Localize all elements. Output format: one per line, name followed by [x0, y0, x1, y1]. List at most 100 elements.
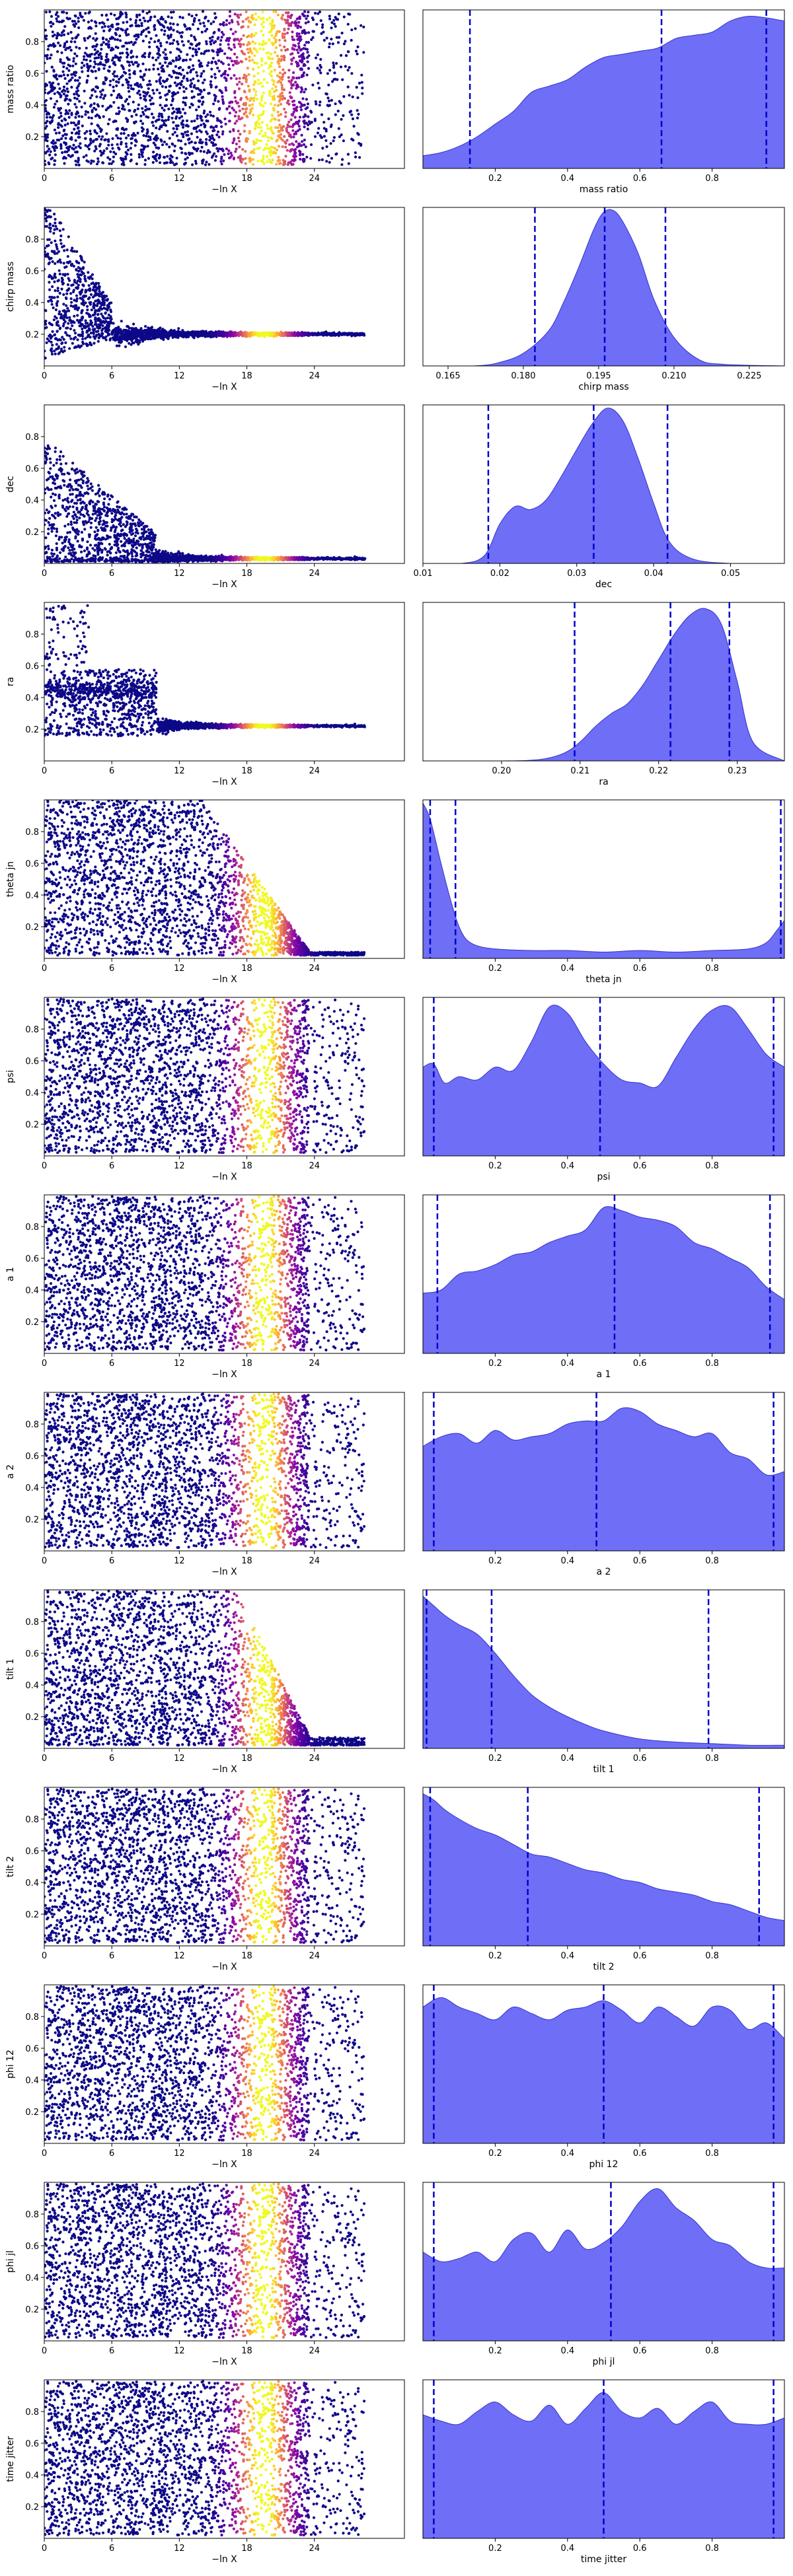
scatter-point [56, 260, 59, 264]
scatter-point [67, 32, 70, 36]
scatter-point [67, 261, 70, 264]
scatter-point [172, 149, 176, 153]
scatter-point [207, 61, 210, 65]
scatter-point [108, 158, 112, 161]
scatter-point [239, 133, 242, 136]
scatter-point [181, 329, 184, 332]
scatter-point [102, 115, 105, 118]
scatter-point [80, 257, 83, 260]
scatter-point [252, 99, 256, 102]
scatter-point [44, 207, 46, 211]
scatter-point [264, 131, 267, 135]
scatter-point [97, 67, 100, 71]
scatter-point [63, 150, 67, 154]
scatter-point [149, 18, 152, 22]
scatter-point [144, 332, 147, 335]
scatter-point [248, 55, 251, 59]
scatter-point [44, 211, 46, 215]
scatter-point [140, 22, 143, 25]
scatter-point [104, 330, 108, 333]
scatter-point [164, 94, 167, 97]
scatter-point [186, 79, 189, 83]
scatter-point [63, 273, 67, 276]
scatter-point [100, 135, 104, 138]
scatter-point [268, 89, 272, 93]
scatter-point [283, 32, 287, 36]
scatter-point [206, 28, 209, 31]
scatter-point [259, 104, 262, 107]
scatter-point [205, 138, 208, 141]
scatter-point [176, 335, 179, 338]
scatter-point [98, 306, 102, 309]
scatter-point [299, 105, 303, 109]
scatter-point [63, 345, 66, 349]
scatter-point [252, 67, 255, 71]
scatter-point [56, 20, 59, 23]
scatter-point [220, 162, 223, 166]
scatter-point [237, 129, 240, 133]
scatter-point [128, 41, 131, 44]
scatter-point [64, 331, 67, 335]
scatter-point [143, 19, 147, 22]
scatter-point [334, 333, 338, 337]
scatter-point [362, 51, 365, 54]
scatter-point [217, 36, 220, 39]
scatter-point [119, 55, 122, 59]
scatter-point [62, 29, 65, 32]
scatter-point [194, 330, 198, 334]
scatter-point [161, 143, 165, 147]
scatter-point [81, 288, 84, 291]
scatter-point [200, 72, 204, 75]
scatter-point [332, 139, 335, 143]
scatter-point [94, 145, 97, 148]
scatter-point [120, 340, 124, 343]
scatter-point [320, 136, 324, 139]
scatter-point [53, 149, 56, 153]
scatter-point [290, 96, 293, 100]
scatter-point [110, 93, 113, 96]
scatter-point [242, 103, 245, 106]
scatter-point [151, 56, 155, 59]
scatter-point [181, 125, 185, 129]
scatter-point [203, 24, 206, 28]
scatter-point [289, 161, 292, 164]
scatter-point [82, 155, 85, 159]
scatter-point [97, 135, 101, 138]
scatter-point [73, 92, 76, 96]
scatter-point [58, 221, 61, 225]
scatter-point [194, 159, 198, 163]
scatter-point [152, 116, 155, 120]
scatter-point [255, 97, 259, 101]
scatter-point [56, 295, 59, 299]
scatter-point [278, 44, 282, 47]
scatter-point [250, 58, 254, 61]
scatter-point [260, 22, 263, 26]
scatter-point [241, 158, 245, 161]
scatter-point [73, 14, 77, 17]
scatter-point [250, 52, 254, 55]
scatter-point [135, 140, 138, 143]
scatter-point [177, 72, 180, 75]
scatter-point [238, 145, 241, 149]
scatter-point [114, 152, 118, 156]
scatter-point [233, 38, 236, 42]
scatter-point [56, 247, 59, 250]
scatter-point [238, 39, 241, 43]
scatter-point [126, 20, 129, 24]
scatter-point [102, 303, 106, 306]
scatter-point [237, 61, 240, 65]
scatter-point [280, 83, 283, 87]
scatter-point [170, 94, 174, 98]
scatter-point [231, 106, 234, 110]
scatter-point [356, 52, 359, 55]
scatter-point [143, 162, 147, 166]
scatter-point [73, 79, 77, 82]
scatter-point [352, 125, 356, 128]
scatter-point [130, 84, 133, 87]
scatter-point [101, 161, 105, 164]
scatter-point [54, 262, 57, 266]
scatter-point [304, 88, 307, 91]
scatter-point [49, 122, 52, 125]
scatter-point [277, 62, 280, 65]
scatter-point [139, 114, 143, 118]
